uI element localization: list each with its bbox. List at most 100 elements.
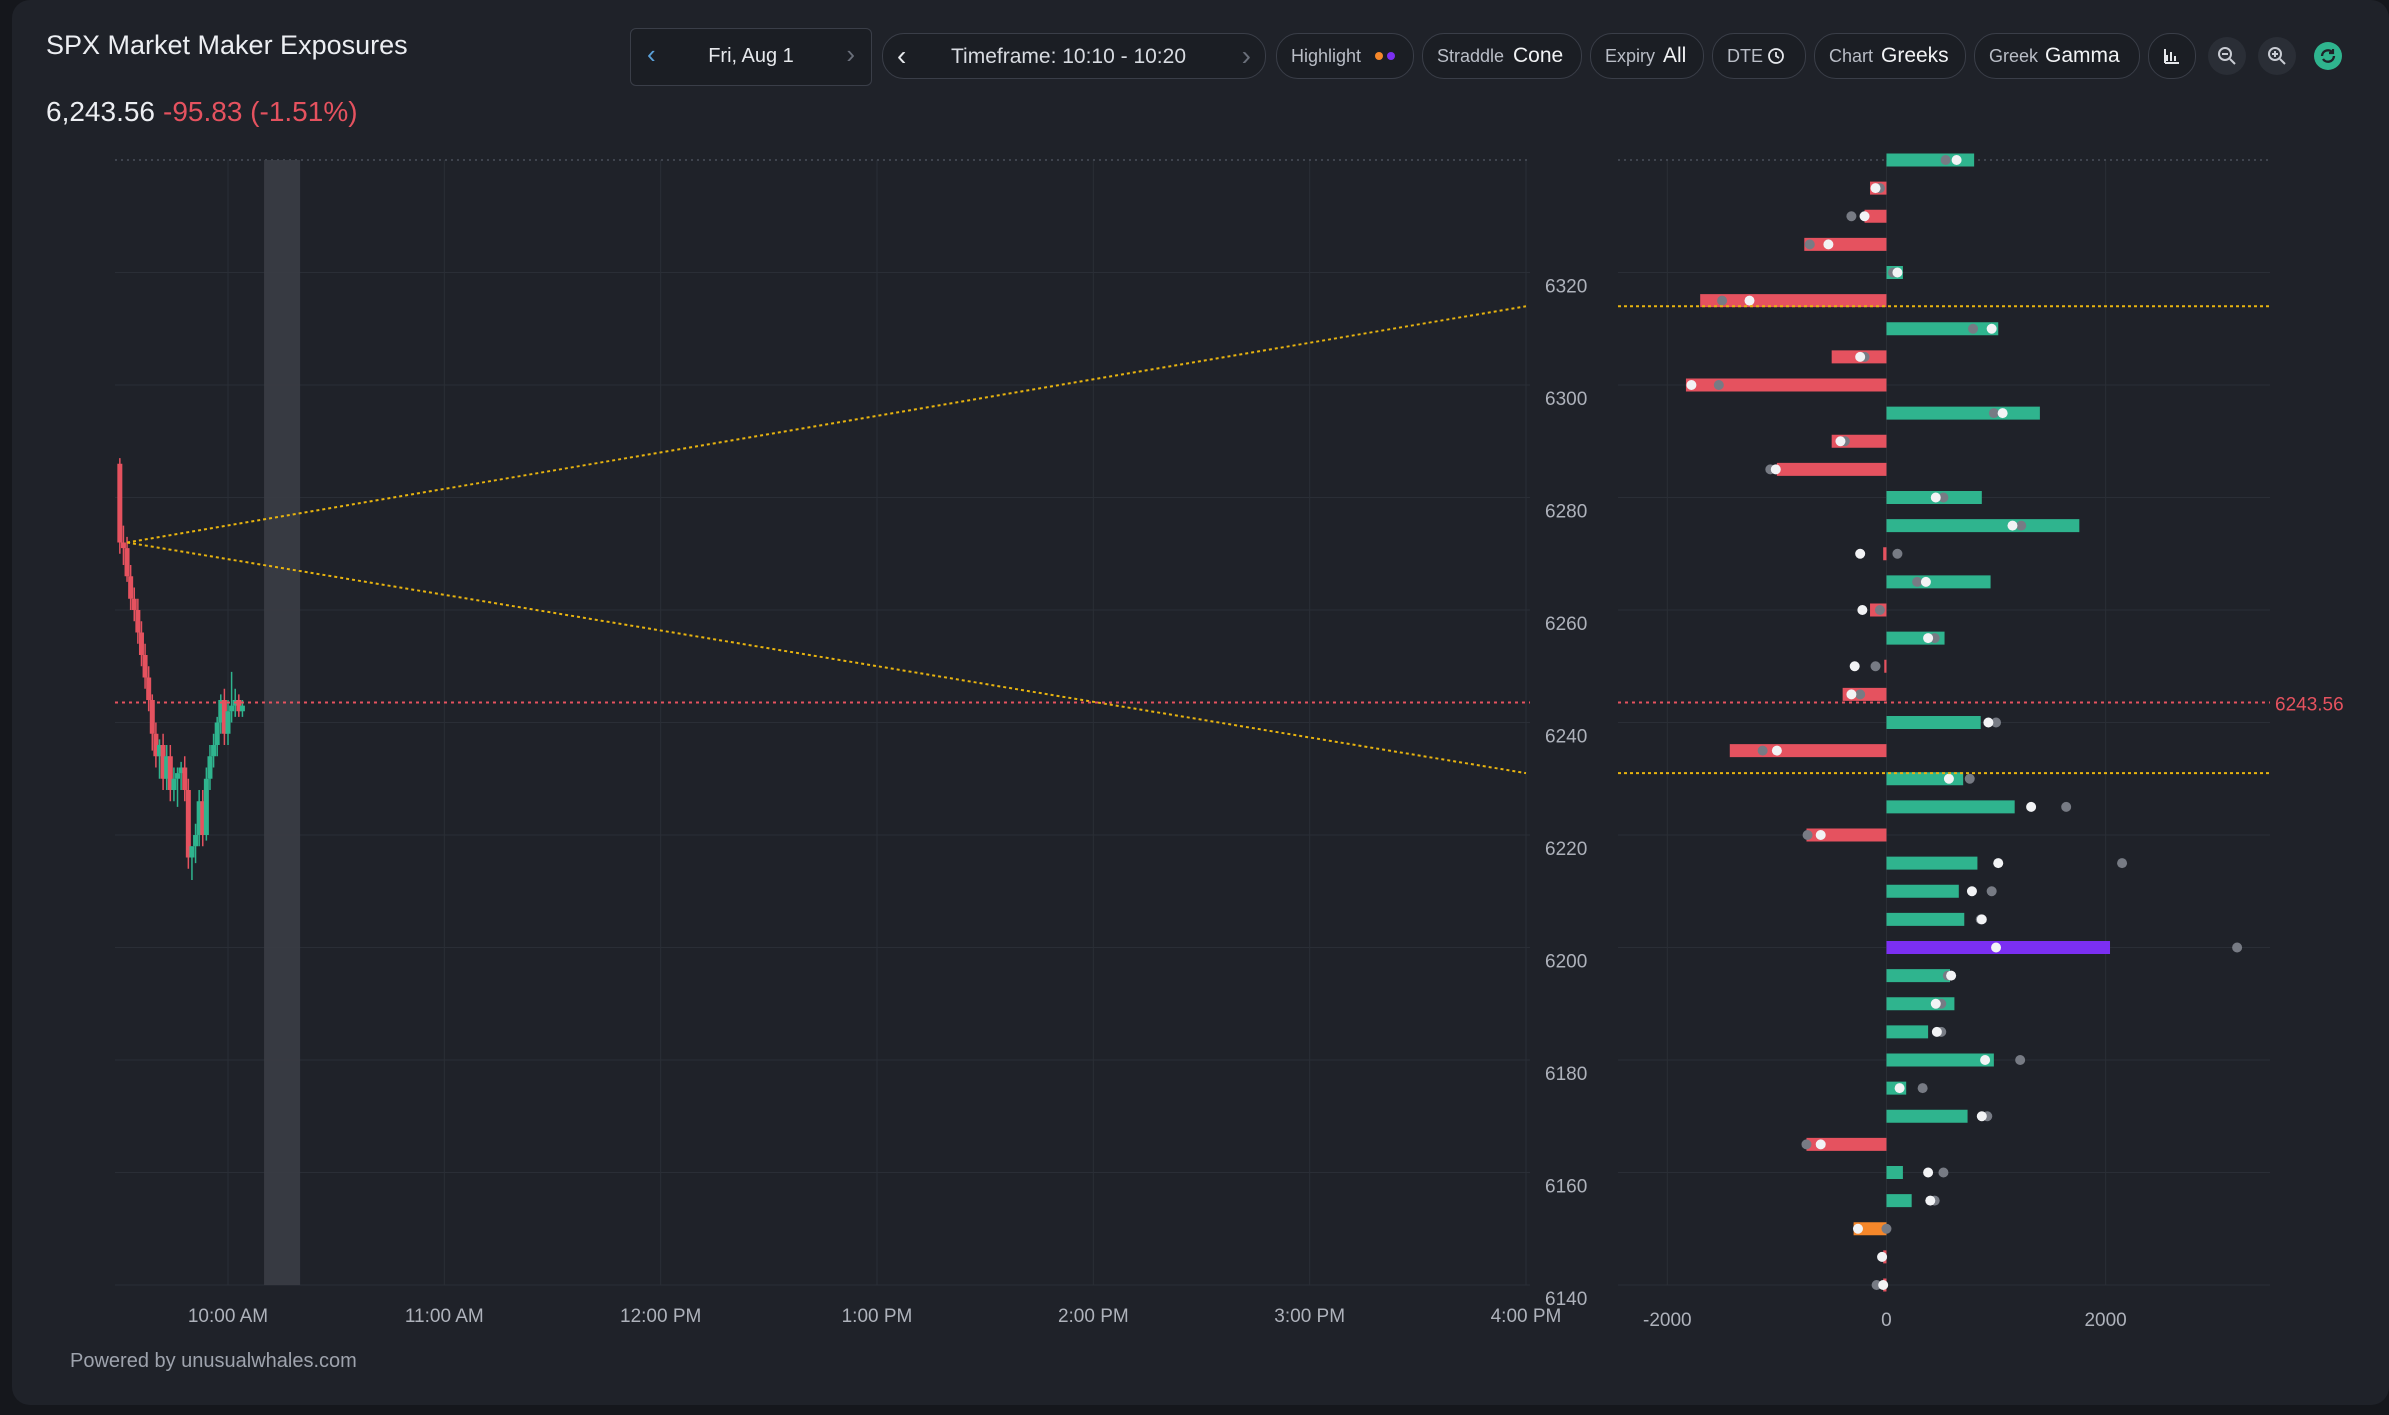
candle-body — [175, 773, 181, 779]
orange-dot-icon — [1375, 52, 1383, 60]
gamma-bar — [1886, 1194, 1912, 1208]
zoom-out-button[interactable] — [2208, 37, 2246, 75]
expiry-value: All — [1663, 44, 1687, 67]
gamma-bar — [1806, 1137, 1887, 1151]
y-tick-label: 6160 — [1545, 1177, 1587, 1198]
prior-marker — [2016, 520, 2027, 531]
straddle-selector[interactable]: Straddle Cone — [1422, 33, 1582, 79]
prior-marker — [1968, 323, 1979, 334]
chevron-right-icon[interactable]: › — [846, 39, 855, 69]
current-marker — [1976, 914, 1987, 925]
current-marker — [1986, 323, 1997, 334]
candle-body — [225, 711, 231, 734]
candle-body — [128, 576, 134, 599]
zoom-in-icon — [2268, 47, 2286, 65]
highlight-toggle[interactable]: Highlight — [1276, 33, 1414, 79]
current-marker — [2026, 801, 2037, 812]
candles — [117, 160, 301, 1285]
candle-body — [142, 655, 148, 678]
x-tick-label: 10:00 AM — [188, 1306, 268, 1327]
prior-marker — [2117, 858, 2128, 869]
candle-body — [135, 610, 141, 633]
gamma-bar — [1886, 1166, 1903, 1179]
dte-selector[interactable]: DTE — [1712, 33, 1806, 79]
prior-marker — [1964, 773, 1975, 784]
current-marker — [1923, 633, 1934, 644]
greek-selector[interactable]: Greek Gamma — [1974, 33, 2140, 79]
candle-body — [146, 677, 152, 700]
chevron-right-icon[interactable]: › — [1241, 40, 1251, 71]
candle-body — [120, 542, 126, 549]
date-selector[interactable]: ‹ Fri, Aug 1 › — [630, 28, 872, 86]
current-marker — [1686, 380, 1697, 390]
current-marker — [1980, 1055, 1991, 1065]
y-tick-label: 6240 — [1545, 727, 1587, 748]
x-tick-label: 2000 — [2084, 1310, 2126, 1331]
current-marker — [2007, 520, 2018, 531]
prior-marker — [1713, 380, 1724, 390]
candle-body — [167, 756, 173, 790]
expiry-selector[interactable]: Expiry All — [1590, 33, 1704, 79]
gamma-bar — [1886, 1025, 1929, 1039]
gamma-bar — [1886, 800, 2015, 814]
last-price: 6,243.56 — [46, 96, 155, 127]
gamma-bar — [1886, 406, 2040, 420]
timeframe-selector[interactable]: ‹ Timeframe: 10:10 - 10:20 › — [882, 33, 1266, 79]
expiry-key: Expiry — [1605, 46, 1656, 66]
candle-body — [193, 835, 199, 847]
gamma-bar — [1729, 744, 1887, 758]
candle-body — [149, 700, 155, 734]
zoom-in-button[interactable] — [2258, 37, 2296, 75]
refresh-button[interactable] — [2312, 40, 2344, 72]
candle-body — [189, 846, 195, 858]
current-marker — [1859, 211, 1870, 222]
greek-value: Gamma — [2045, 44, 2120, 67]
chart-settings-button[interactable] — [2148, 33, 2196, 79]
current-marker — [1931, 1026, 1942, 1037]
current-marker — [1946, 970, 1957, 981]
candle-body — [171, 778, 177, 790]
page-title: SPX Market Maker Exposures — [46, 30, 408, 60]
y-tick-label: 6180 — [1545, 1064, 1587, 1085]
current-marker — [1894, 1083, 1905, 1094]
candle-body — [164, 756, 170, 779]
candle-body — [160, 745, 166, 779]
prior-marker — [1846, 211, 1857, 222]
prior-marker — [1802, 830, 1813, 840]
current-marker — [1983, 717, 1994, 728]
candle-body — [178, 767, 184, 774]
prior-marker — [1855, 689, 1866, 700]
gamma-bar — [1685, 378, 1887, 392]
current-marker — [1855, 548, 1866, 559]
candle-body — [203, 778, 209, 835]
timeframe-label: Timeframe: 10:10 - 10:20 — [951, 45, 1186, 68]
prior-marker — [1717, 295, 1728, 306]
prior-marker — [1870, 661, 1881, 672]
chart-type-selector[interactable]: Chart Greeks — [1814, 33, 1966, 79]
price-summary: 6,243.56 -95.83 (-1.51%) — [46, 96, 358, 128]
current-marker — [1835, 436, 1846, 447]
candle-body — [138, 632, 144, 655]
current-marker — [1815, 1139, 1826, 1150]
x-tick-label: 1:00 PM — [842, 1306, 913, 1327]
straddle-value: Cone — [1513, 44, 1564, 67]
chevron-left-icon[interactable]: ‹ — [897, 40, 907, 71]
price-change: -95.83 (-1.51%) — [163, 96, 358, 127]
candle-body — [117, 463, 123, 543]
straddle-key: Straddle — [1437, 46, 1505, 66]
prior-marker — [2061, 801, 2072, 812]
candle-body — [200, 801, 206, 835]
clock-icon — [1768, 48, 1784, 64]
gamma-bar — [1886, 716, 1981, 729]
current-marker — [1951, 155, 1962, 165]
chart-settings-icon — [2164, 49, 2179, 64]
y-tick-label: 6280 — [1545, 502, 1587, 523]
current-marker — [1930, 492, 1941, 503]
prior-marker — [1912, 576, 1923, 587]
candle-body — [218, 700, 224, 723]
candle-body — [185, 790, 191, 858]
current-marker — [1870, 183, 1881, 194]
gamma-bar — [1886, 884, 1959, 898]
chevron-left-icon[interactable]: ‹ — [647, 39, 656, 69]
